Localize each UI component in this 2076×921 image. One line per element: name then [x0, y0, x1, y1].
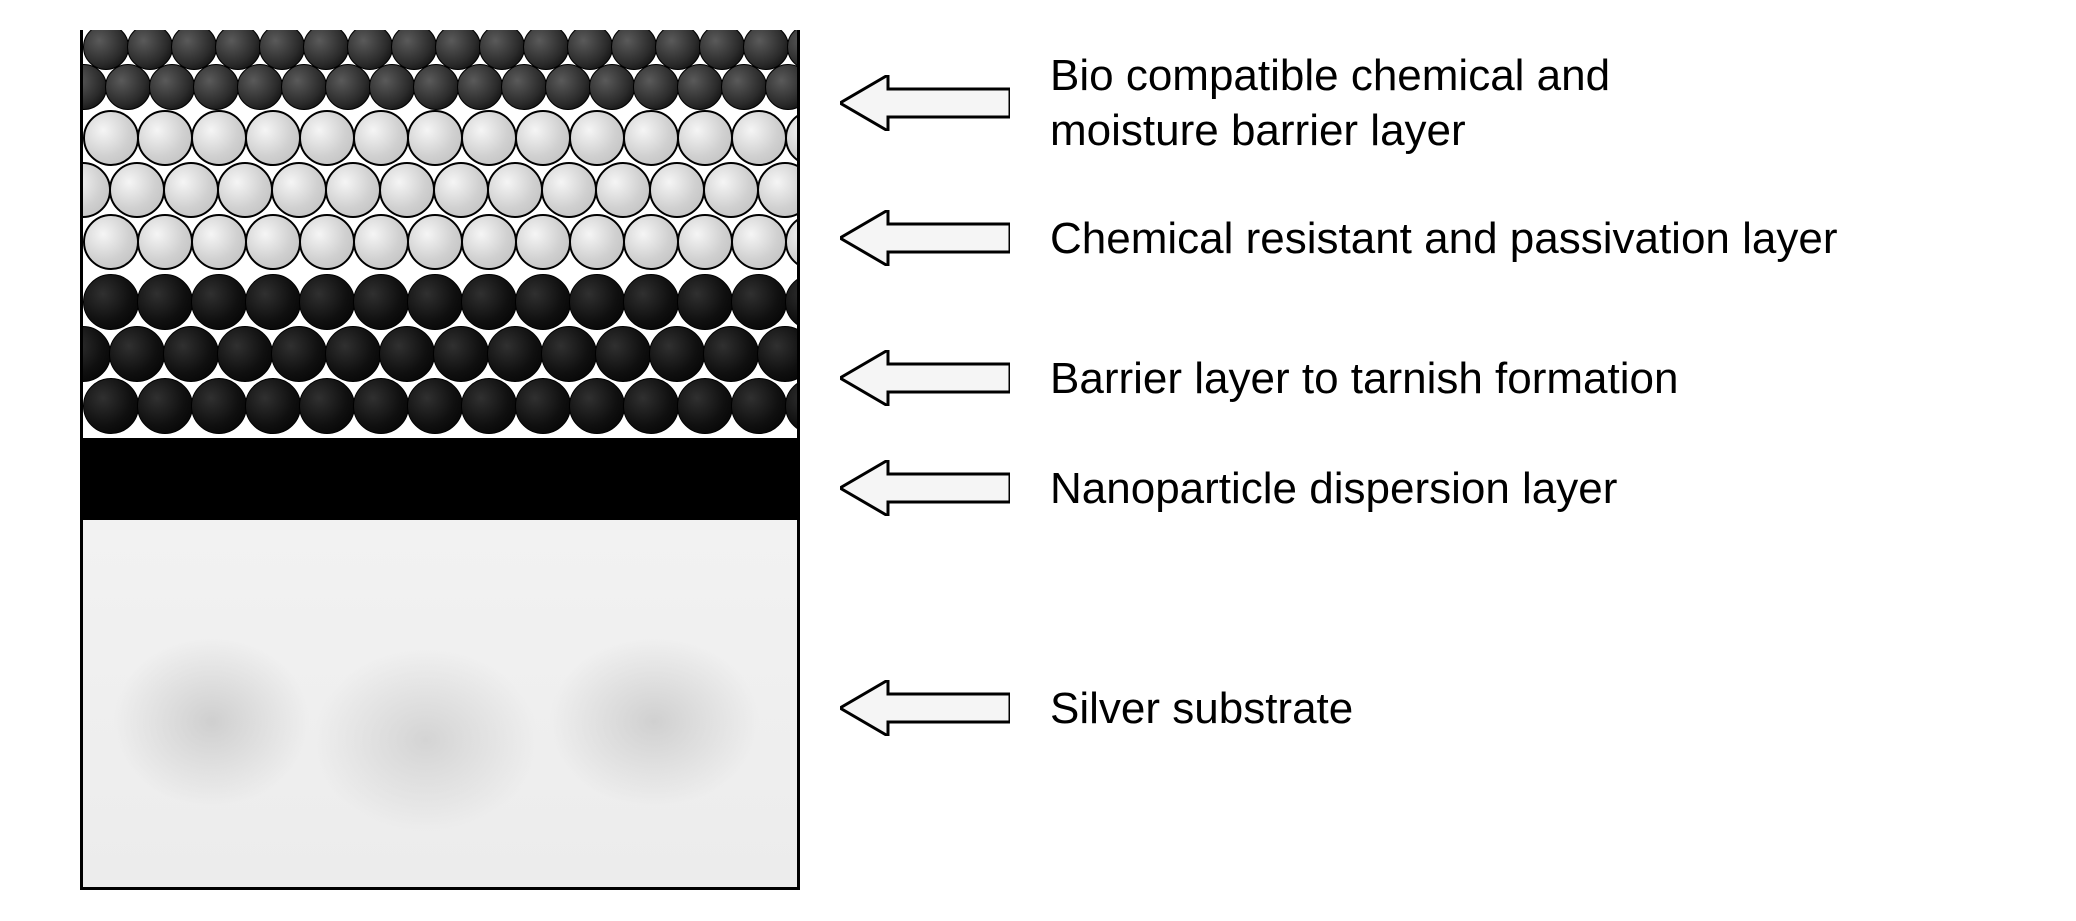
label-text: Chemical resistant and passivation layer — [1050, 211, 1838, 266]
layer-nanoparticle-dispersion — [83, 438, 797, 520]
label-text: Silver substrate — [1050, 681, 1353, 736]
arrow-left-icon — [840, 210, 1010, 266]
label-column: Bio compatible chemical and moisture bar… — [840, 30, 2040, 890]
arrow-left-icon — [840, 350, 1010, 406]
label-row-dispersion: Nanoparticle dispersion layer — [840, 460, 1617, 516]
label-row-bio: Bio compatible chemical and moisture bar… — [840, 48, 1610, 158]
label-row-substrate: Silver substrate — [840, 680, 1353, 736]
arrow-left-icon — [840, 680, 1010, 736]
label-text: Nanoparticle dispersion layer — [1050, 461, 1617, 516]
label-row-chem: Chemical resistant and passivation layer — [840, 210, 1838, 266]
figure-container: Bio compatible chemical and moisture bar… — [80, 30, 2040, 890]
label-row-tarnish: Barrier layer to tarnish formation — [840, 350, 1678, 406]
layer-bio-compatible — [83, 30, 797, 110]
layer-tarnish-barrier — [83, 274, 797, 438]
label-text: Barrier layer to tarnish formation — [1050, 351, 1678, 406]
layer-silver-substrate — [83, 520, 797, 887]
layer-stack-diagram — [80, 30, 800, 890]
label-text: Bio compatible chemical and moisture bar… — [1050, 48, 1610, 158]
arrow-left-icon — [840, 460, 1010, 516]
layer-chemical-resistant — [83, 110, 797, 274]
arrow-left-icon — [840, 75, 1010, 131]
